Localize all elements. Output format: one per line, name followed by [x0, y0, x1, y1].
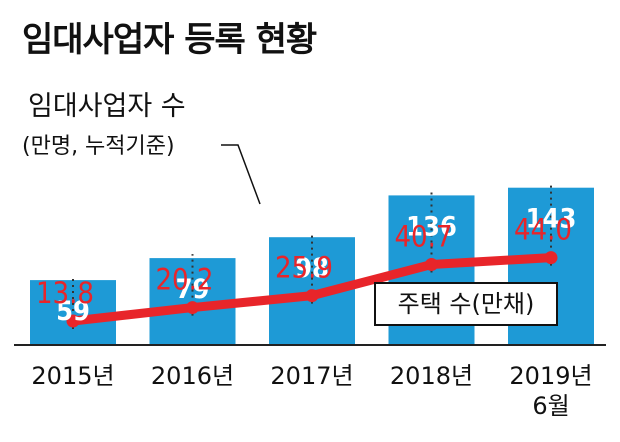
bar-0: [30, 280, 116, 345]
line-series-group: [66, 144, 558, 328]
line-value-label-3: 40.7: [394, 220, 452, 254]
chart-title: 임대사업자 등록 현황: [22, 20, 317, 60]
x-tick-label-0: 2015년: [31, 362, 114, 390]
line-value-label-4: 44.0: [514, 213, 572, 247]
bar-value-label-0: 59: [56, 296, 90, 327]
bar-value-label-1: 79: [176, 274, 210, 305]
line-value-label-0: 13.8: [36, 276, 94, 310]
x-tick-label-4-line2: 6월: [532, 392, 569, 420]
line-point-3: [425, 258, 438, 272]
labels-group: 59 79 98 136 143 13.8 20.2 25.9 40.7 44.0: [36, 204, 576, 327]
bar-value-label-2: 98: [295, 253, 329, 284]
line-point-1: [186, 301, 199, 315]
line-series-unit-note: (만명, 누적기준): [22, 134, 175, 159]
line-point-4: [544, 251, 558, 265]
x-tick-label-4: 2019년: [509, 362, 592, 390]
line-point-2: [305, 289, 319, 303]
bar-value-label-4: 143: [526, 204, 577, 235]
x-tick-label-1: 2016년: [151, 362, 234, 390]
line-series-label: 임대사업자 수: [28, 91, 186, 122]
bar-value-label-3: 136: [406, 211, 457, 242]
bar-series-label: 주택 수(만채): [374, 282, 558, 326]
x-tick-label-2: 2017년: [270, 362, 353, 390]
line-value-label-1: 20.2: [155, 263, 213, 297]
line-point-0: [66, 314, 80, 328]
line-note-connector: [221, 144, 261, 205]
line-value-label-2: 25.9: [275, 251, 333, 285]
x-tick-label-3: 2018년: [390, 362, 473, 390]
